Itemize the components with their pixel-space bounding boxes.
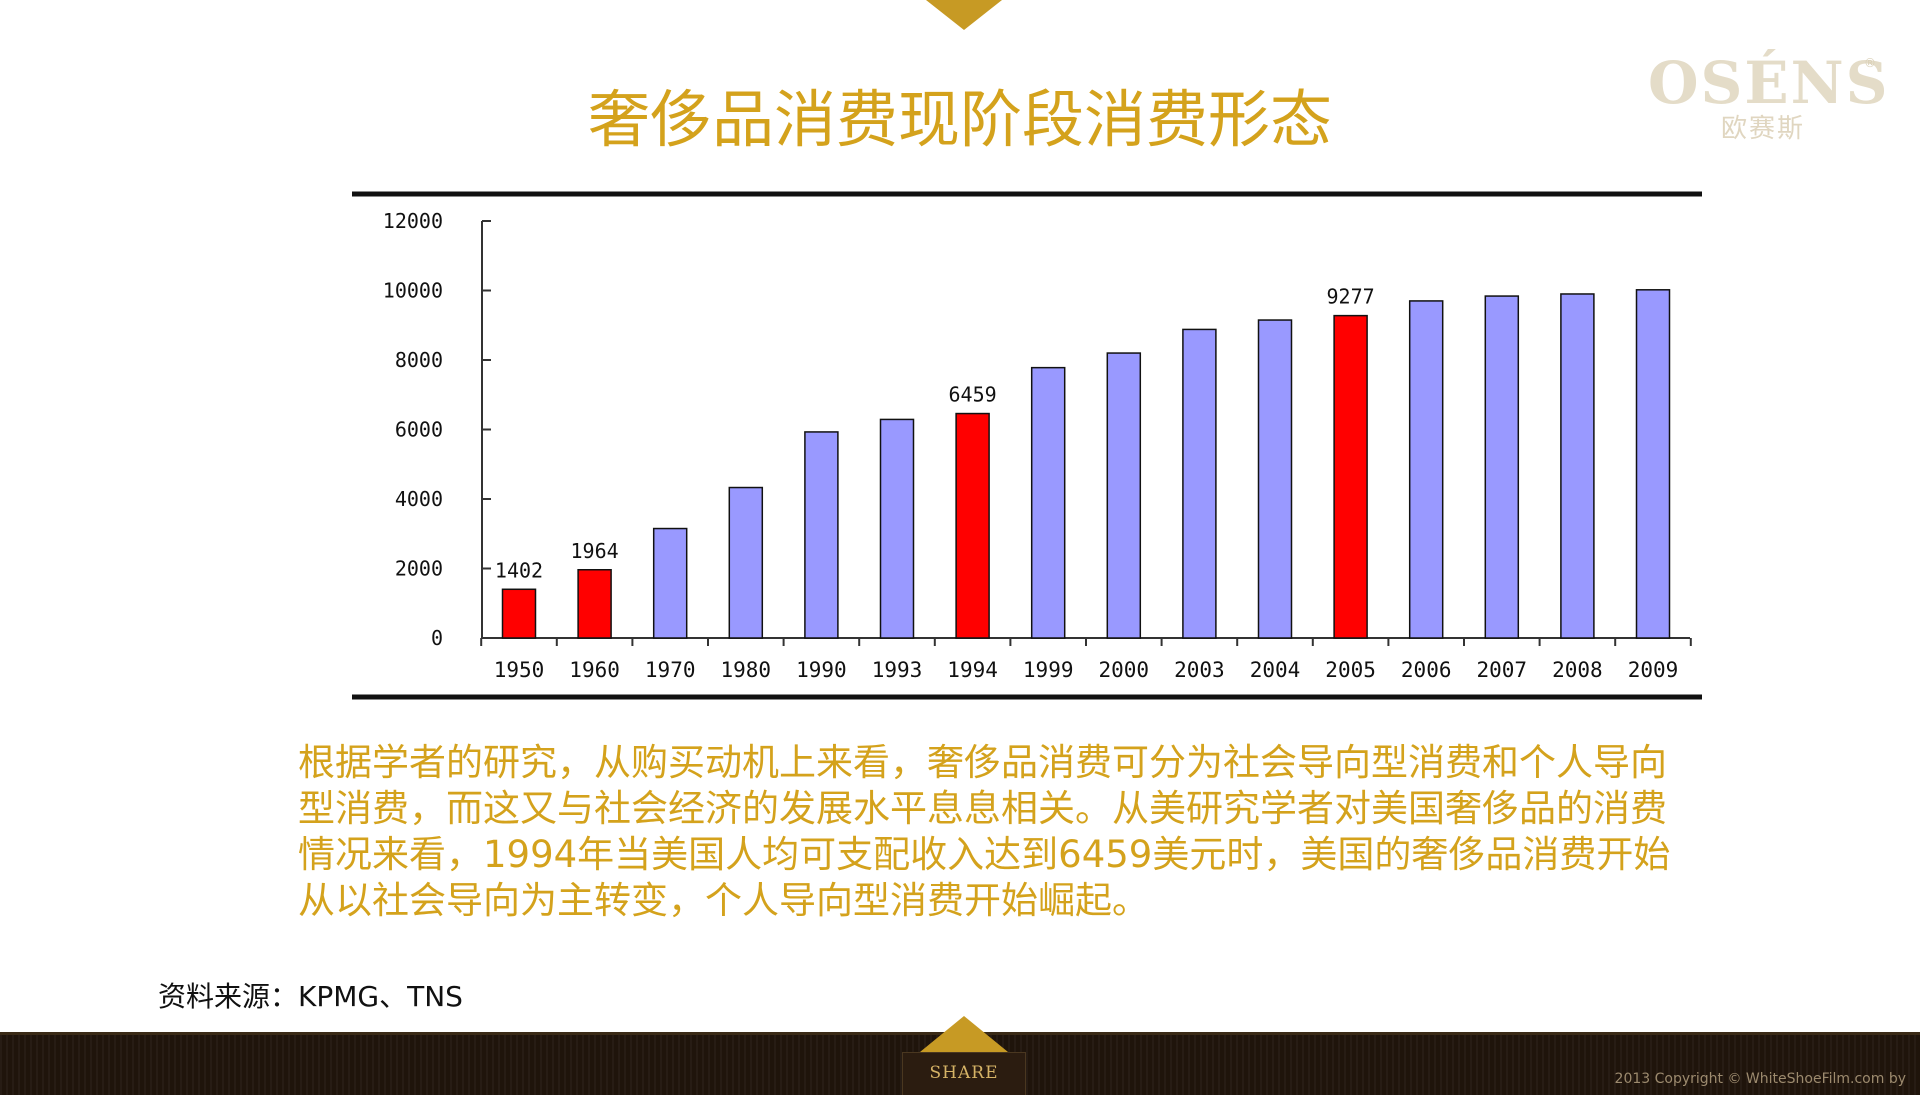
data-label-2005: 9277	[1327, 285, 1375, 309]
x-tick-label: 1994	[947, 658, 998, 682]
registered-mark: ®	[1864, 56, 1876, 70]
description-paragraph: 根据学者的研究，从购买动机上来看，奢侈品消费可分为社会导向型消费和个人导向 型消…	[298, 741, 1671, 922]
x-tick-label: 1990	[796, 658, 847, 682]
data-label-1960: 1964	[571, 539, 619, 563]
x-tick-label: 2004	[1250, 658, 1301, 682]
y-tick-label: 0	[431, 626, 443, 650]
x-tick-label: 2009	[1628, 658, 1679, 682]
osens-logo: OSÉNS ® 欧赛斯	[1648, 49, 1890, 144]
bar-1950	[501, 588, 537, 639]
y-tick-label: 6000	[395, 418, 443, 442]
bar-2000	[1106, 352, 1142, 639]
bar-2007	[1484, 295, 1520, 639]
logo-chinese-name: 欧赛斯	[1720, 114, 1805, 144]
bar-chart: 0 2000 4000 6000 8000 10000 12000 1950 1960 1970 1…	[352, 191, 1702, 700]
bar-1993	[879, 418, 915, 639]
x-tick-label: 2008	[1552, 658, 1603, 682]
bar-2003	[1182, 328, 1217, 639]
bar-2009	[1635, 289, 1671, 639]
x-tick-label: 1950	[494, 658, 545, 682]
bar-2004	[1257, 319, 1293, 639]
x-tick-label: 1980	[721, 658, 772, 682]
footer-notch-decoration	[920, 1016, 1008, 1052]
y-tick-label: 2000	[395, 557, 443, 581]
x-tick-label: 2007	[1477, 658, 1528, 682]
bar-2005	[1333, 314, 1368, 639]
x-tick-label: 2005	[1325, 658, 1376, 682]
y-tick-label: 8000	[395, 348, 443, 372]
x-tick-label: 2006	[1401, 658, 1452, 682]
x-tick-label: 2000	[1099, 658, 1150, 682]
top-notch-decoration	[926, 0, 1002, 30]
logo-wordmark: OSÉNS	[1648, 49, 1890, 117]
slide-title: 奢侈品消费现阶段消费形态	[587, 83, 1332, 156]
x-tick-label: 1993	[872, 658, 923, 682]
x-tick-label: 1970	[645, 658, 696, 682]
share-label: SHARE	[929, 1063, 999, 1083]
bar-1980	[728, 486, 764, 639]
bar-1994	[955, 412, 990, 639]
x-tick-label: 1999	[1023, 658, 1074, 682]
y-tick-label: 4000	[395, 487, 443, 511]
chart-container: 0 2000 4000 6000 8000 10000 12000 1950 1960 1970 1…	[352, 191, 1702, 700]
bar-1970	[652, 527, 688, 639]
y-tick-label: 12000	[383, 209, 443, 233]
data-label-1994: 6459	[949, 383, 997, 407]
bar-2006	[1408, 300, 1444, 639]
bar-1960	[577, 569, 612, 639]
source-note: 资料来源：KPMG、TNS	[158, 980, 463, 1013]
share-button[interactable]: SHARE	[902, 1052, 1026, 1095]
data-label-1950: 1402	[495, 558, 543, 582]
copyright-text: 2013 Copyright © WhiteShoeFilm.com by	[1614, 1071, 1906, 1087]
bar-1999	[1030, 366, 1066, 639]
bar-1990	[804, 431, 839, 639]
y-tick-label: 10000	[383, 279, 443, 303]
x-tick-label: 2003	[1174, 658, 1225, 682]
x-tick-label: 1960	[569, 658, 620, 682]
bar-2008	[1560, 293, 1595, 639]
